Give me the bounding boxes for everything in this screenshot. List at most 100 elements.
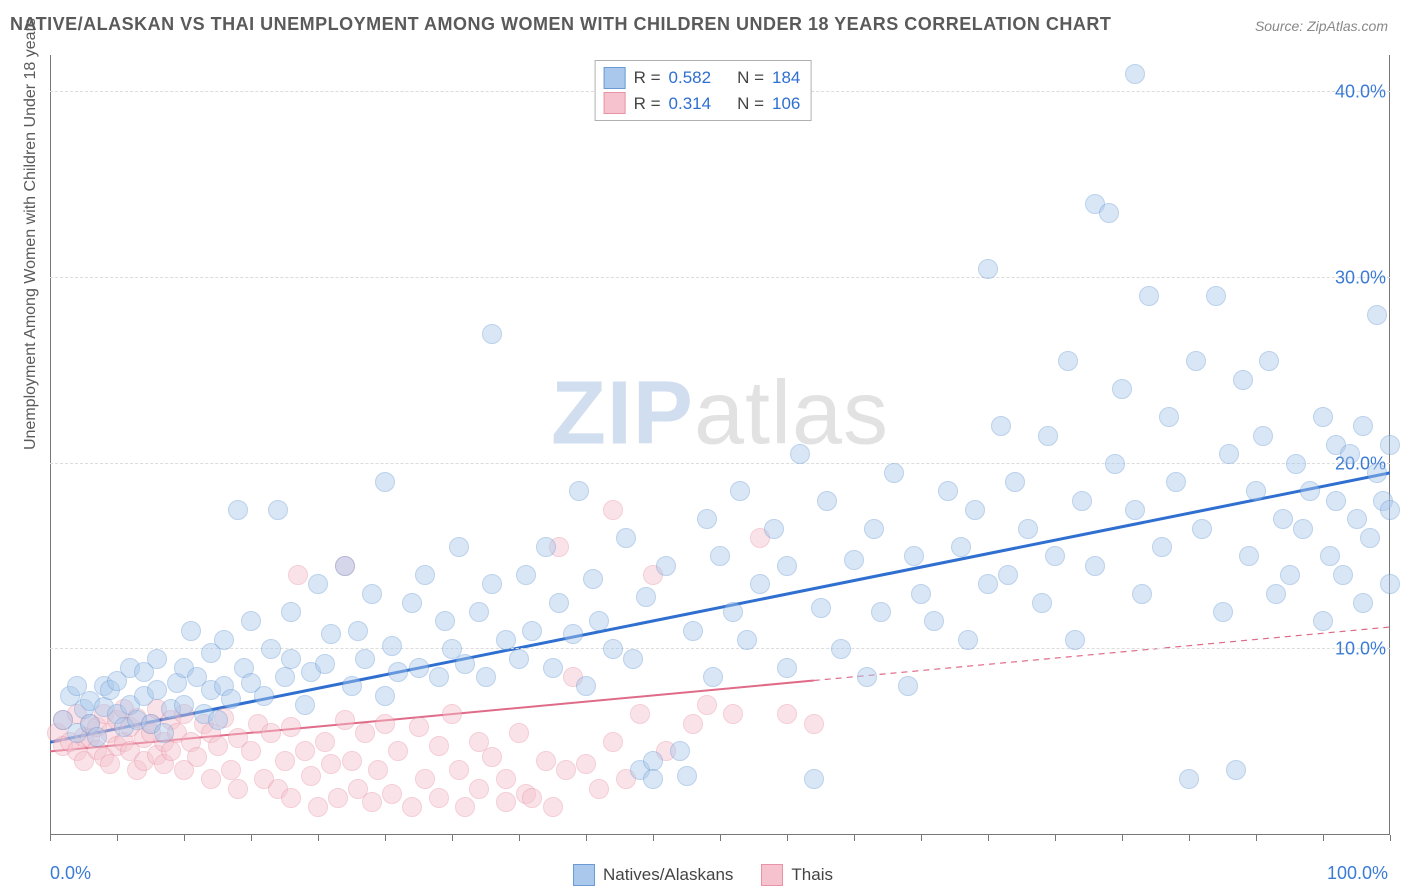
scatter-point [1125,64,1145,84]
scatter-point [315,732,335,752]
scatter-point [161,741,181,761]
scatter-point [1333,565,1353,585]
source-label: Source: ZipAtlas.com [1255,18,1388,34]
grid-line [50,463,1390,464]
scatter-point [857,667,877,687]
scatter-point [509,649,529,669]
scatter-point [623,649,643,669]
y-axis-label: Unemployment Among Women with Children U… [22,18,40,450]
scatter-point [181,621,201,641]
n-label: N = [737,65,764,91]
scatter-point [409,717,429,737]
stat-row-0: R = 0.582 N = 184 [604,65,801,91]
scatter-point [1340,444,1360,464]
scatter-point [1132,584,1152,604]
scatter-point [1099,203,1119,223]
x-max-label: 100.0% [1327,863,1388,884]
x-tick-mark [854,835,855,841]
x-tick-mark [1390,835,1391,841]
swatch-0 [604,67,626,89]
scatter-point [295,741,315,761]
scatter-point [1273,509,1293,529]
swatch-1 [604,92,626,114]
scatter-point [482,324,502,344]
scatter-point [1367,463,1387,483]
scatter-point [723,704,743,724]
scatter-point [335,556,355,576]
scatter-point [790,444,810,464]
scatter-point [241,611,261,631]
x-tick-mark [1122,835,1123,841]
scatter-point [362,584,382,604]
scatter-point [1239,546,1259,566]
scatter-point [1293,519,1313,539]
scatter-point [348,621,368,641]
scatter-point [1259,351,1279,371]
scatter-point [730,481,750,501]
stat-row-1: R = 0.314 N = 106 [604,91,801,117]
scatter-point [683,621,703,641]
scatter-point [469,602,489,622]
scatter-point [275,751,295,771]
scatter-point [1213,602,1233,622]
scatter-point [221,760,241,780]
scatter-point [522,621,542,641]
scatter-point [958,630,978,650]
scatter-point [911,584,931,604]
plot-area: ZIPatlas 10.0%20.0%30.0%40.0% [50,55,1390,835]
scatter-point [429,788,449,808]
scatter-point [737,630,757,650]
bottom-legend: Natives/Alaskans Thais [573,864,833,886]
scatter-point [1179,769,1199,789]
scatter-point [442,704,462,724]
n-label: N = [737,91,764,117]
scatter-point [469,779,489,799]
scatter-point [924,611,944,631]
scatter-point [268,500,288,520]
watermark-zip: ZIP [551,363,694,463]
scatter-point [1072,491,1092,511]
scatter-point [281,717,301,737]
scatter-point [241,741,261,761]
scatter-point [589,779,609,799]
scatter-point [1105,454,1125,474]
scatter-point [214,630,234,650]
scatter-point [275,667,295,687]
scatter-point [884,463,904,483]
scatter-point [636,587,656,607]
scatter-point [476,667,496,687]
scatter-point [703,667,723,687]
scatter-point [1226,760,1246,780]
n-value-1: 106 [772,91,800,117]
scatter-point [1360,528,1380,548]
scatter-point [777,704,797,724]
scatter-point [844,550,864,570]
scatter-point [308,574,328,594]
x-tick-mark [251,835,252,841]
legend-swatch-1 [761,864,783,886]
r-value-1: 0.314 [669,91,712,117]
scatter-point [516,565,536,585]
scatter-point [1286,454,1306,474]
scatter-point [1152,537,1172,557]
x-tick-mark [452,835,453,841]
scatter-point [281,788,301,808]
scatter-point [429,736,449,756]
scatter-point [402,797,422,817]
scatter-point [482,747,502,767]
scatter-point [415,565,435,585]
scatter-point [388,662,408,682]
scatter-point [1313,407,1333,427]
x-tick-mark [117,835,118,841]
scatter-point [308,797,328,817]
scatter-point [409,658,429,678]
scatter-point [496,630,516,650]
scatter-point [750,574,770,594]
scatter-point [1313,611,1333,631]
r-value-0: 0.582 [669,65,712,91]
y-tick-label: 30.0% [1335,267,1386,288]
scatter-point [1166,472,1186,492]
x-tick-mark [184,835,185,841]
legend-item-1: Thais [761,864,833,886]
scatter-point [368,760,388,780]
